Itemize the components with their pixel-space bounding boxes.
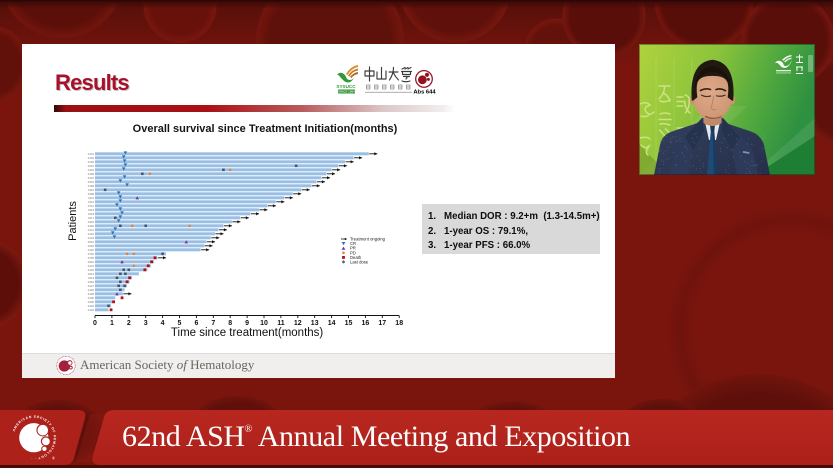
svg-text:0501: 0501: [88, 240, 95, 244]
svg-text:Treatment ongoing: Treatment ongoing: [350, 237, 386, 242]
svg-text:0201: 0201: [88, 164, 95, 168]
svg-text:0712: 0712: [88, 204, 95, 208]
svg-text:0103: 0103: [88, 160, 95, 164]
svg-text:0314: 0314: [88, 272, 95, 276]
svg-text:11: 11: [277, 320, 285, 327]
svg-text:17: 17: [378, 320, 386, 327]
svg-text:4: 4: [161, 320, 165, 327]
svg-text:0110: 0110: [88, 188, 94, 192]
svg-text:0403: 0403: [88, 244, 95, 248]
svg-text:0702: 0702: [88, 252, 95, 256]
svg-text:PD: PD: [350, 250, 356, 255]
svg-text:0109: 0109: [88, 184, 95, 188]
svg-text:2: 2: [127, 320, 131, 327]
svg-text:0308: 0308: [88, 192, 95, 196]
svg-text:0: 0: [93, 320, 97, 327]
svg-text:0301: 0301: [88, 180, 95, 184]
svg-text:16: 16: [362, 320, 370, 327]
svg-text:0112: 0112: [88, 200, 94, 204]
svg-text:SYSUCC: SYSUCC: [336, 84, 356, 89]
svg-text:Last dose: Last dose: [350, 260, 369, 265]
svg-text:0130: 0130: [88, 296, 95, 300]
svg-text:0104: 0104: [88, 168, 95, 172]
svg-text:0106: 0106: [88, 172, 95, 176]
svg-text:0124: 0124: [88, 264, 95, 268]
svg-text:0401: 0401: [88, 220, 95, 224]
svg-text:0121: 0121: [88, 228, 95, 232]
svg-text:0128: 0128: [88, 292, 95, 296]
svg-text:5: 5: [178, 320, 182, 327]
svg-text:0123: 0123: [88, 236, 95, 240]
svg-text:0316: 0316: [88, 260, 95, 264]
svg-text:0102: 0102: [88, 156, 95, 160]
svg-text:0705: 0705: [88, 256, 95, 260]
svg-text:Patients: Patients: [67, 201, 79, 241]
svg-text:0101: 0101: [88, 152, 95, 156]
svg-text:0132: 0132: [88, 308, 95, 312]
svg-text:13: 13: [311, 320, 319, 327]
svg-text:®: ®: [52, 456, 55, 461]
svg-text:0119: 0119: [88, 276, 94, 280]
svg-text:Abs 644: Abs 644: [413, 90, 436, 96]
svg-text:0464: 0464: [88, 280, 95, 284]
svg-text:15: 15: [345, 320, 353, 327]
svg-text:0107: 0107: [88, 176, 95, 180]
svg-text:10: 10: [260, 320, 268, 327]
svg-text:0129: 0129: [88, 304, 95, 308]
svg-text:0122: 0122: [88, 232, 95, 236]
svg-text:✱: ✱: [342, 260, 346, 265]
svg-text:6: 6: [194, 320, 198, 327]
svg-text:0115: 0115: [88, 208, 94, 212]
svg-text:0402: 0402: [88, 224, 95, 228]
svg-text:0120: 0120: [88, 248, 95, 252]
svg-text:18: 18: [395, 320, 403, 327]
svg-text:0127: 0127: [88, 284, 95, 288]
svg-text:0405: 0405: [88, 300, 95, 304]
svg-text:PR: PR: [350, 246, 356, 251]
svg-text:0125: 0125: [88, 268, 95, 272]
svg-text:Time since treatment(months): Time since treatment(months): [171, 327, 323, 339]
svg-text:Death: Death: [350, 255, 362, 260]
svg-text:9: 9: [245, 320, 249, 327]
svg-text:14: 14: [328, 320, 336, 327]
svg-text:12: 12: [294, 320, 302, 327]
svg-text:3: 3: [144, 320, 148, 327]
svg-text:1: 1: [110, 320, 114, 327]
svg-text:0118: 0118: [88, 212, 94, 216]
svg-text:0117: 0117: [88, 216, 94, 220]
svg-text:0111: 0111: [88, 196, 94, 200]
svg-text:7: 7: [211, 320, 215, 327]
svg-text:0126: 0126: [88, 288, 95, 292]
svg-text:SINCE 1964: SINCE 1964: [338, 90, 355, 94]
svg-text:CR: CR: [350, 241, 356, 246]
svg-text:8: 8: [228, 320, 232, 327]
